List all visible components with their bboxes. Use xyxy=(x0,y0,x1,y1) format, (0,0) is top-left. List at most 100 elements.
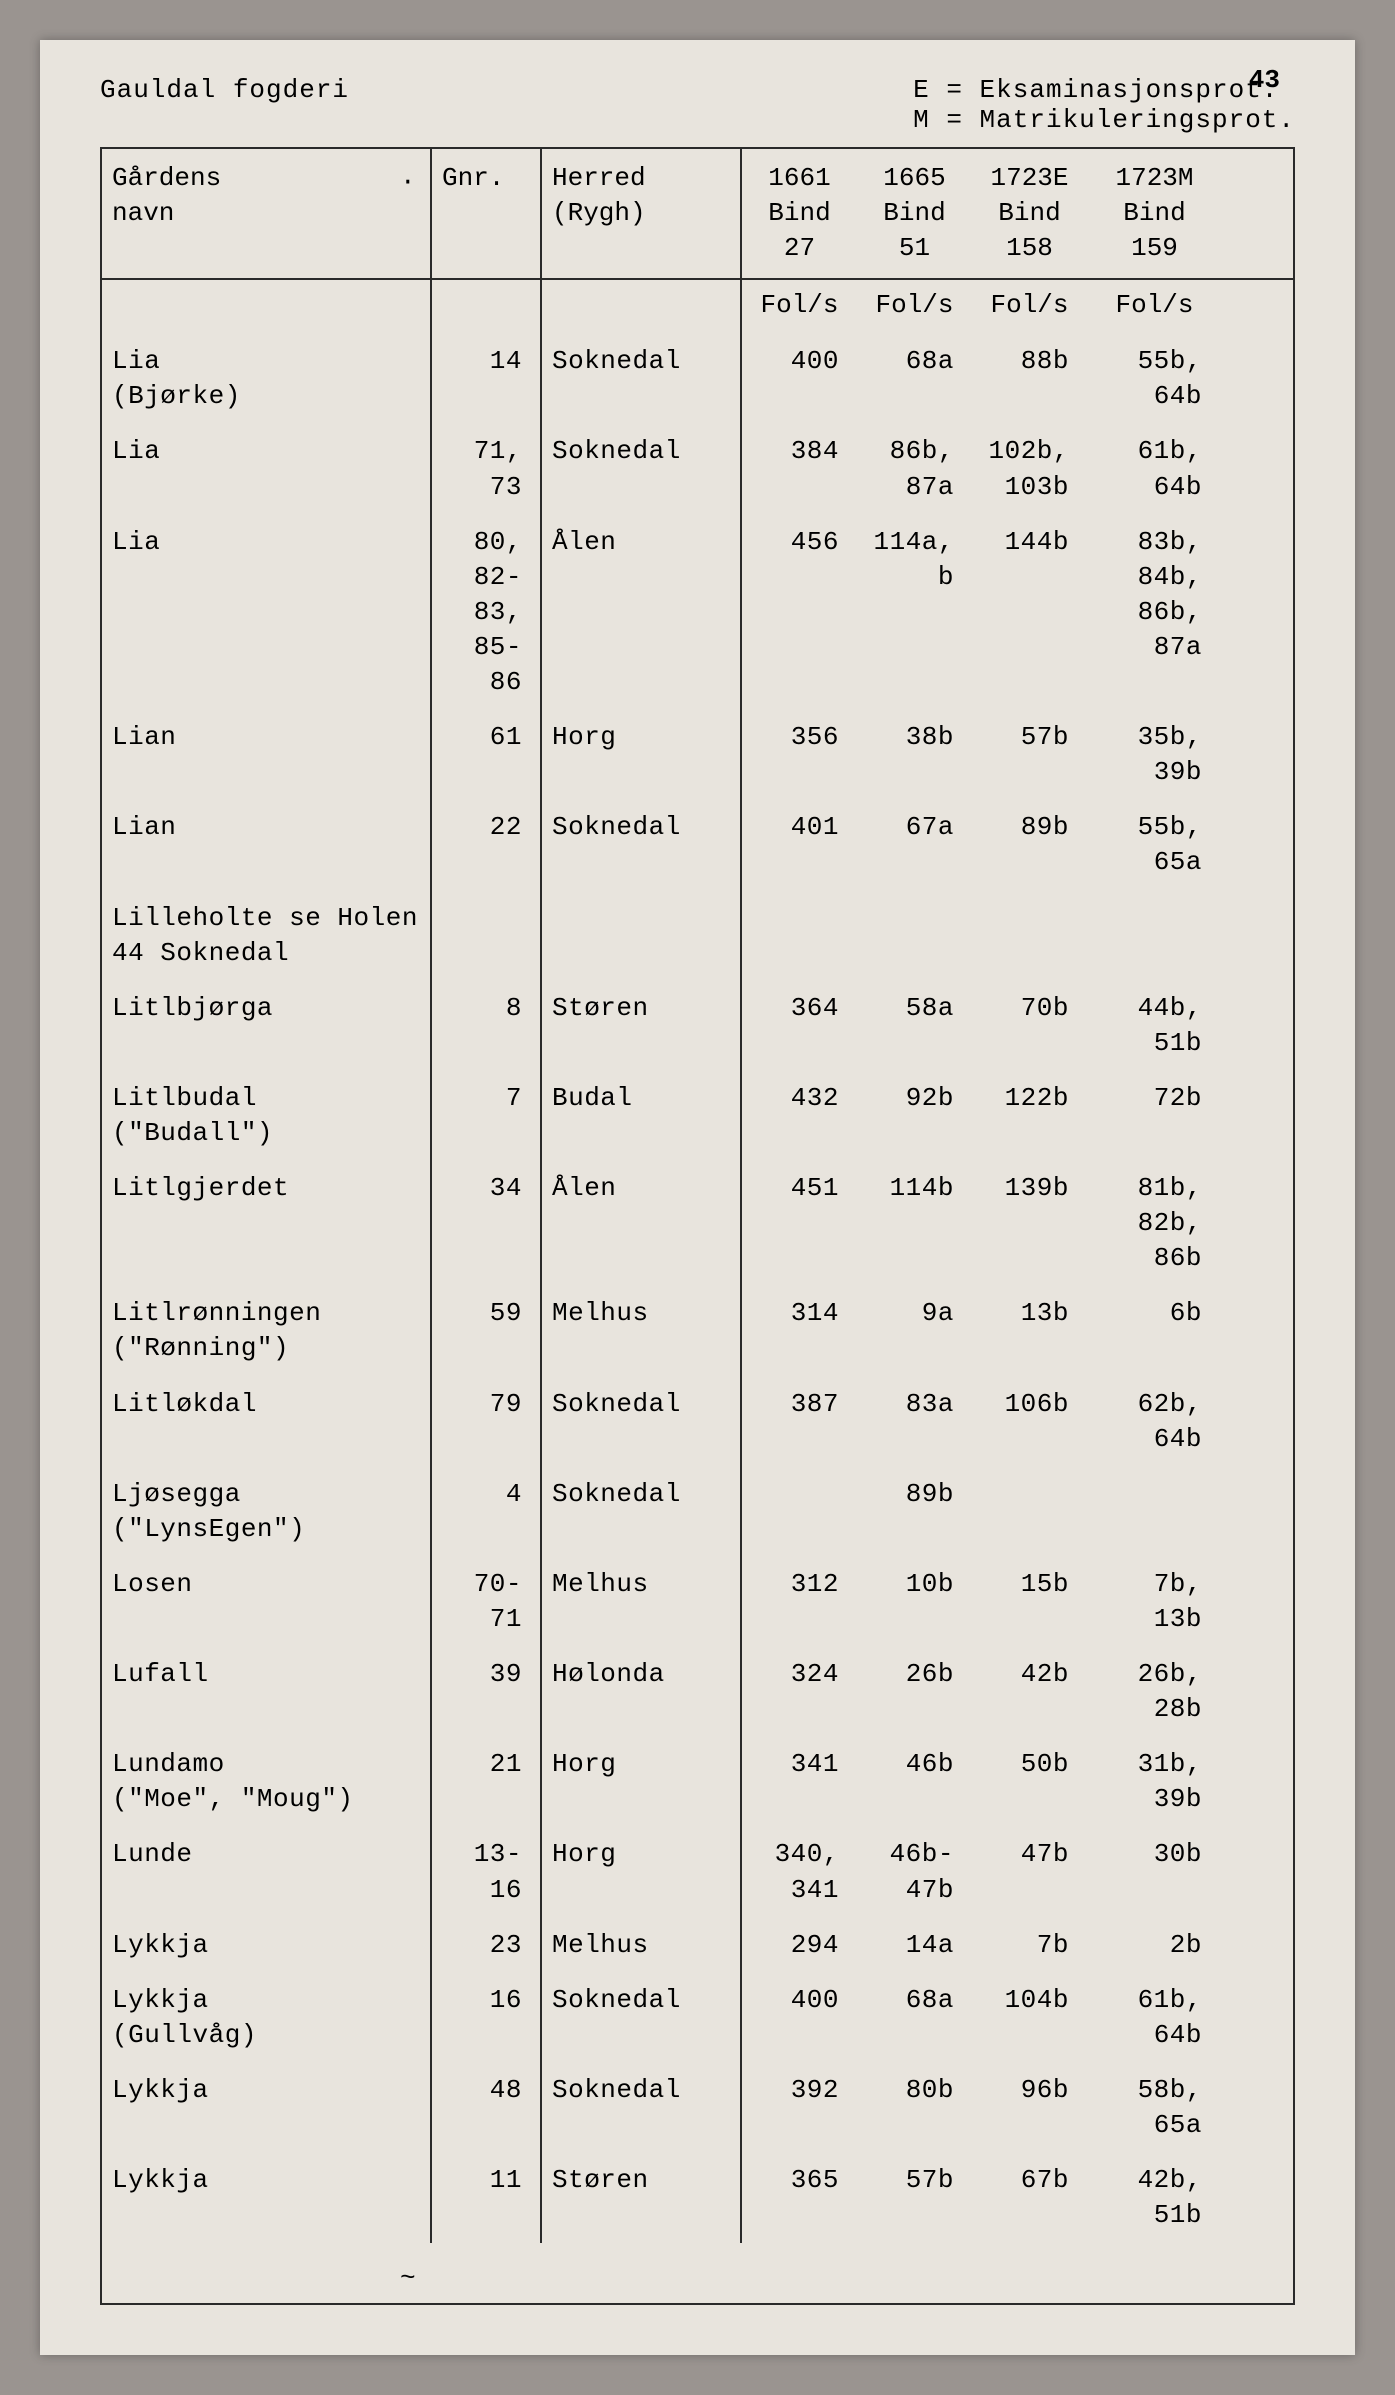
cell-year-2: 67a xyxy=(857,800,972,890)
cell-year-1: 312 xyxy=(742,1557,857,1647)
table-row: Lufall39Hølonda32426b42b26b, 28b xyxy=(102,1647,1293,1737)
cell-herred: Soknedal xyxy=(542,800,742,890)
cell-year-3: 7b xyxy=(972,1918,1087,1973)
header-row: Gauldal fogderi E = Eksaminasjonsprot. M… xyxy=(100,75,1295,135)
cell-name: Lia xyxy=(102,515,432,710)
cell-year-4: 35b, 39b xyxy=(1087,710,1222,800)
cell-year-4: 61b, 64b xyxy=(1087,1973,1222,2063)
cell-gnr: 7 xyxy=(432,1071,542,1161)
table-row: Litløkdal79Soknedal38783a106b62b, 64b xyxy=(102,1377,1293,1467)
cell-year-1: 451 xyxy=(742,1161,857,1286)
cell-year-2: 114b xyxy=(857,1161,972,1286)
table-row: Litlgjerdet34Ålen451114b139b81b, 82b, 86… xyxy=(102,1161,1293,1286)
table-header-row: Gårdens navn · Gnr. Herred (Rygh) 1661 B… xyxy=(102,149,1293,280)
fols-blank-herred xyxy=(542,280,742,334)
cell-year-2: 89b xyxy=(857,1467,972,1557)
col-header-1723m: 1723M Bind 159 xyxy=(1087,149,1222,278)
cell-name: Litlgjerdet xyxy=(102,1161,432,1286)
cell-name: Lykkja (Gullvåg) xyxy=(102,1973,432,2063)
cell-year-4: 55b, 64b xyxy=(1087,334,1222,424)
cell-year-3: 57b xyxy=(972,710,1087,800)
legend-line-2: M = Matrikuleringsprot. xyxy=(913,105,1295,135)
col-header-1661: 1661 Bind 27 xyxy=(742,149,857,278)
cell-year-3: 139b xyxy=(972,1161,1087,1286)
cell-year-2: 80b xyxy=(857,2063,972,2153)
cell-name: Lunde xyxy=(102,1827,432,1917)
cell-herred: Ålen xyxy=(542,515,742,710)
table-row: Lilleholte se Holen 44 Soknedal xyxy=(102,891,1293,981)
cell-gnr xyxy=(432,891,542,981)
col-header-name-l1: Gårdens xyxy=(112,161,420,196)
cell-name: Litlbjørga xyxy=(102,981,432,1071)
cell-year-1 xyxy=(742,891,857,981)
cell-herred: Horg xyxy=(542,1827,742,1917)
cell-gnr: 59 xyxy=(432,1286,542,1376)
cell-herred: Støren xyxy=(542,981,742,1071)
cell-name: Litlrønningen ("Rønning") xyxy=(102,1286,432,1376)
cell-year-4: 81b, 82b, 86b xyxy=(1087,1161,1222,1286)
col-header-herred-l2: (Rygh) xyxy=(552,196,730,231)
table-row: Litlrønningen ("Rønning")59Melhus3149a13… xyxy=(102,1286,1293,1376)
cell-year-2: 10b xyxy=(857,1557,972,1647)
cell-herred: Soknedal xyxy=(542,1973,742,2063)
cell-herred: Soknedal xyxy=(542,424,742,514)
cell-year-3 xyxy=(972,891,1087,981)
cell-year-3: 88b xyxy=(972,334,1087,424)
cell-gnr: 11 xyxy=(432,2153,542,2243)
table-row: Losen70- 71Melhus31210b15b7b, 13b xyxy=(102,1557,1293,1647)
cell-year-2: 58a xyxy=(857,981,972,1071)
cell-year-1: 324 xyxy=(742,1647,857,1737)
cell-herred: Horg xyxy=(542,1737,742,1827)
cell-name: Lia xyxy=(102,424,432,514)
cell-year-1: 401 xyxy=(742,800,857,890)
cell-year-4: 61b, 64b xyxy=(1087,424,1222,514)
cell-year-3: 102b, 103b xyxy=(972,424,1087,514)
cell-name: Lufall xyxy=(102,1647,432,1737)
cell-herred: Melhus xyxy=(542,1557,742,1647)
cell-name: Lundamo ("Moe", "Moug") xyxy=(102,1737,432,1827)
cell-gnr: 13- 16 xyxy=(432,1827,542,1917)
col-header-gnr: Gnr. xyxy=(432,149,542,278)
cell-year-2: 38b xyxy=(857,710,972,800)
header-title: Gauldal fogderi xyxy=(100,75,349,135)
col-header-herred-l1: Herred xyxy=(552,161,730,196)
cell-year-1: 341 xyxy=(742,1737,857,1827)
fols-subheader-row: Fol/s Fol/s Fol/s Fol/s xyxy=(102,280,1293,334)
cell-year-1: 456 xyxy=(742,515,857,710)
fols-blank-gnr xyxy=(432,280,542,334)
cell-year-2: 14a xyxy=(857,1918,972,1973)
cell-year-2: 68a xyxy=(857,1973,972,2063)
cell-name: Ljøsegga ("LynsEgen") xyxy=(102,1467,432,1557)
cell-herred: Horg xyxy=(542,710,742,800)
cell-name: Lia (Bjørke) xyxy=(102,334,432,424)
cell-gnr: 34 xyxy=(432,1161,542,1286)
cell-year-2: 57b xyxy=(857,2153,972,2243)
fols-label-3: Fol/s xyxy=(972,280,1087,334)
cell-year-4: 6b xyxy=(1087,1286,1222,1376)
cell-herred: Budal xyxy=(542,1071,742,1161)
cell-name: Litlbudal ("Budall") xyxy=(102,1071,432,1161)
header-legend: E = Eksaminasjonsprot. M = Matrikulering… xyxy=(913,75,1295,135)
cell-year-1: 340, 341 xyxy=(742,1827,857,1917)
table-row: Lian22Soknedal40167a89b55b, 65a xyxy=(102,800,1293,890)
page-number: 43 xyxy=(1249,65,1280,95)
cell-year-2: 92b xyxy=(857,1071,972,1161)
cell-year-4: 7b, 13b xyxy=(1087,1557,1222,1647)
cell-year-1: 387 xyxy=(742,1377,857,1467)
cell-year-3: 104b xyxy=(972,1973,1087,2063)
table-body: Fol/s Fol/s Fol/s Fol/s Lia (Bjørke)14So… xyxy=(102,280,1293,2303)
cell-gnr: 23 xyxy=(432,1918,542,1973)
cell-herred: Melhus xyxy=(542,1286,742,1376)
bullet-dot: · xyxy=(400,165,416,200)
legend-line-1: E = Eksaminasjonsprot. xyxy=(913,75,1295,105)
cell-year-4: 55b, 65a xyxy=(1087,800,1222,890)
col-header-name-l2: navn xyxy=(112,196,420,231)
cell-year-3: 70b xyxy=(972,981,1087,1071)
cell-year-1: 314 xyxy=(742,1286,857,1376)
table-row: Lundamo ("Moe", "Moug")21Horg34146b50b31… xyxy=(102,1737,1293,1827)
cell-gnr: 71, 73 xyxy=(432,424,542,514)
fols-label-1: Fol/s xyxy=(742,280,857,334)
cell-year-2: 9a xyxy=(857,1286,972,1376)
cell-herred: Melhus xyxy=(542,1918,742,1973)
col-header-herred: Herred (Rygh) xyxy=(542,149,742,278)
